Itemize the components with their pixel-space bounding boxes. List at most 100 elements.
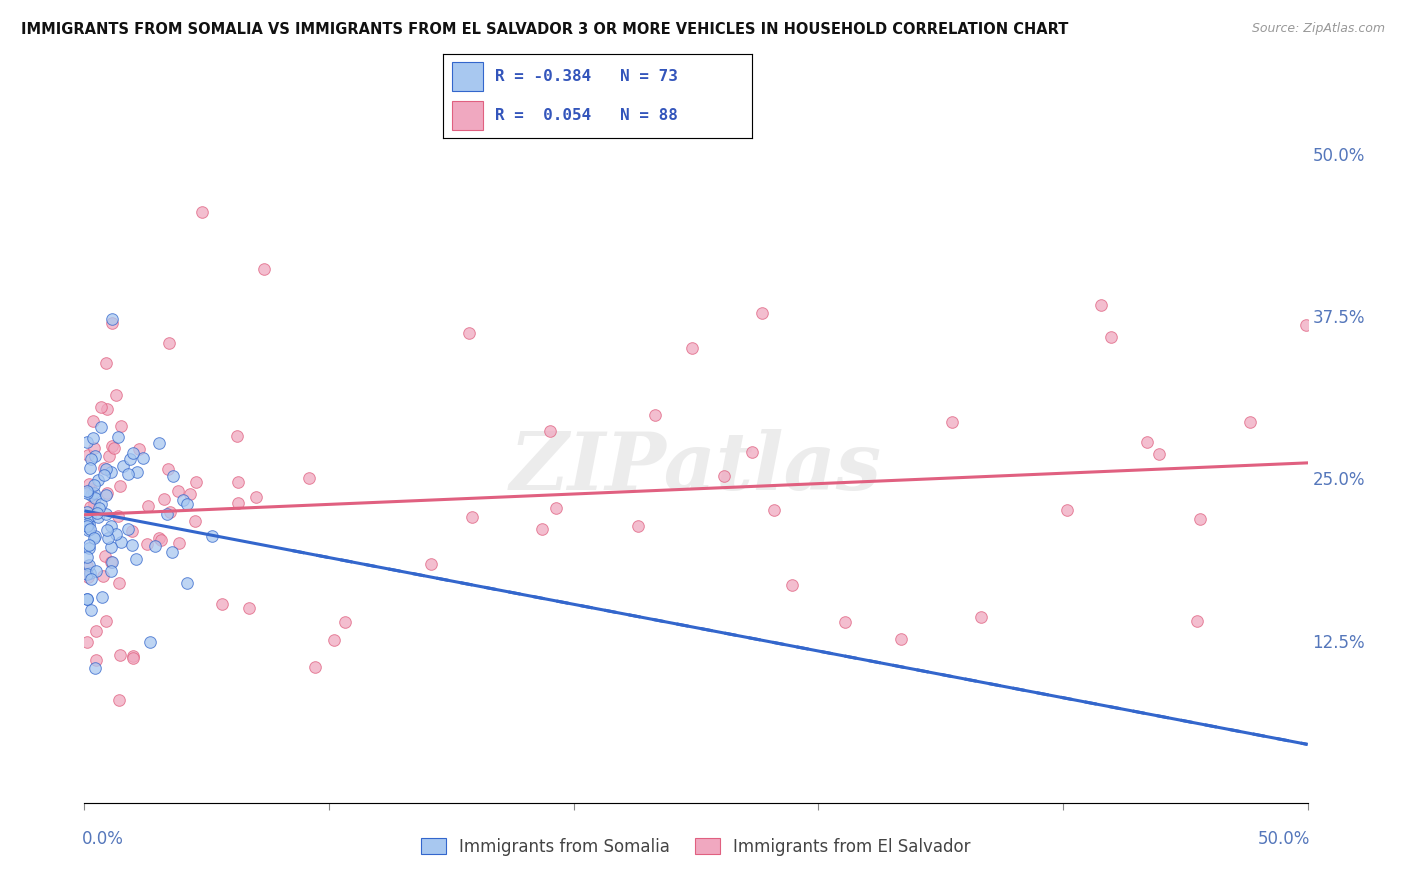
Point	[90, 497, 112, 511]
Point	[110, 534, 132, 549]
Point	[157, 461, 180, 475]
Point	[780, 578, 803, 592]
Point	[79, 566, 101, 580]
Point	[941, 415, 963, 429]
Point	[172, 493, 194, 508]
Point	[970, 610, 993, 624]
Point	[1090, 298, 1112, 312]
Point	[97, 450, 120, 464]
Point	[91, 590, 114, 604]
Point	[107, 430, 129, 444]
Point	[108, 693, 131, 707]
Point	[159, 336, 181, 351]
Point	[136, 537, 159, 551]
Legend: Immigrants from Somalia, Immigrants from El Salvador: Immigrants from Somalia, Immigrants from…	[415, 831, 977, 863]
Point	[200, 528, 222, 542]
Point	[125, 465, 148, 479]
Point	[136, 499, 159, 513]
Point	[1101, 330, 1123, 344]
Point	[90, 400, 112, 414]
Point	[84, 624, 107, 638]
Point	[76, 634, 98, 648]
Point	[100, 465, 122, 479]
Point	[117, 467, 139, 482]
Point	[122, 445, 145, 459]
Point	[132, 450, 155, 465]
Point	[458, 326, 481, 340]
Point	[1136, 434, 1159, 449]
Point	[96, 461, 118, 475]
Point	[77, 558, 100, 573]
Point	[184, 475, 207, 490]
Point	[100, 540, 122, 554]
Point	[162, 469, 184, 483]
Point	[1295, 318, 1317, 332]
Point	[76, 516, 98, 531]
Point	[82, 431, 104, 445]
Point	[76, 549, 98, 564]
Point	[84, 491, 107, 505]
Point	[86, 506, 108, 520]
Point	[128, 442, 150, 456]
Point	[544, 500, 567, 515]
Point	[76, 591, 98, 606]
Point	[226, 496, 249, 510]
Point	[225, 429, 247, 443]
Point	[77, 477, 100, 491]
Point	[79, 541, 101, 556]
Text: Source: ZipAtlas.com: Source: ZipAtlas.com	[1251, 22, 1385, 36]
Point	[176, 497, 198, 511]
Point	[682, 341, 704, 355]
Point	[179, 487, 201, 501]
Point	[238, 601, 260, 615]
Point	[1056, 503, 1078, 517]
Point	[167, 483, 190, 498]
Point	[76, 506, 98, 520]
Point	[148, 532, 170, 546]
Point	[176, 576, 198, 591]
Point	[322, 633, 344, 648]
Point	[191, 205, 214, 219]
Text: R =  0.054   N = 88: R = 0.054 N = 88	[495, 108, 678, 123]
Point	[103, 441, 125, 455]
Point	[335, 615, 357, 630]
Point	[87, 473, 110, 487]
Point	[461, 510, 484, 524]
Point	[79, 461, 101, 475]
Point	[96, 524, 118, 538]
Point	[97, 532, 120, 546]
Point	[211, 597, 233, 611]
Point	[105, 527, 128, 541]
Point	[87, 510, 110, 524]
Point	[96, 486, 118, 500]
Point	[139, 634, 162, 648]
Point	[80, 572, 103, 586]
Text: ZIPatlas: ZIPatlas	[510, 429, 882, 506]
Point	[77, 523, 100, 537]
Point	[153, 491, 176, 506]
Point	[117, 522, 139, 536]
Point	[100, 519, 122, 533]
Point	[94, 614, 117, 628]
Point	[107, 508, 129, 523]
Point	[121, 524, 143, 538]
Point	[156, 507, 179, 521]
Point	[83, 486, 105, 500]
Point	[94, 488, 117, 502]
Point	[91, 568, 114, 582]
Text: 0.0%: 0.0%	[82, 830, 124, 848]
Point	[419, 557, 441, 571]
Point	[93, 549, 115, 564]
Point	[538, 424, 561, 438]
Point	[245, 490, 267, 504]
Point	[1187, 614, 1209, 628]
Point	[110, 419, 132, 434]
Point	[150, 533, 173, 547]
Point	[76, 484, 98, 499]
Point	[101, 555, 124, 569]
Point	[76, 592, 98, 607]
Text: IMMIGRANTS FROM SOMALIA VS IMMIGRANTS FROM EL SALVADOR 3 OR MORE VEHICLES IN HOU: IMMIGRANTS FROM SOMALIA VS IMMIGRANTS FR…	[21, 22, 1069, 37]
Point	[76, 559, 98, 574]
Point	[713, 468, 735, 483]
Point	[90, 419, 112, 434]
